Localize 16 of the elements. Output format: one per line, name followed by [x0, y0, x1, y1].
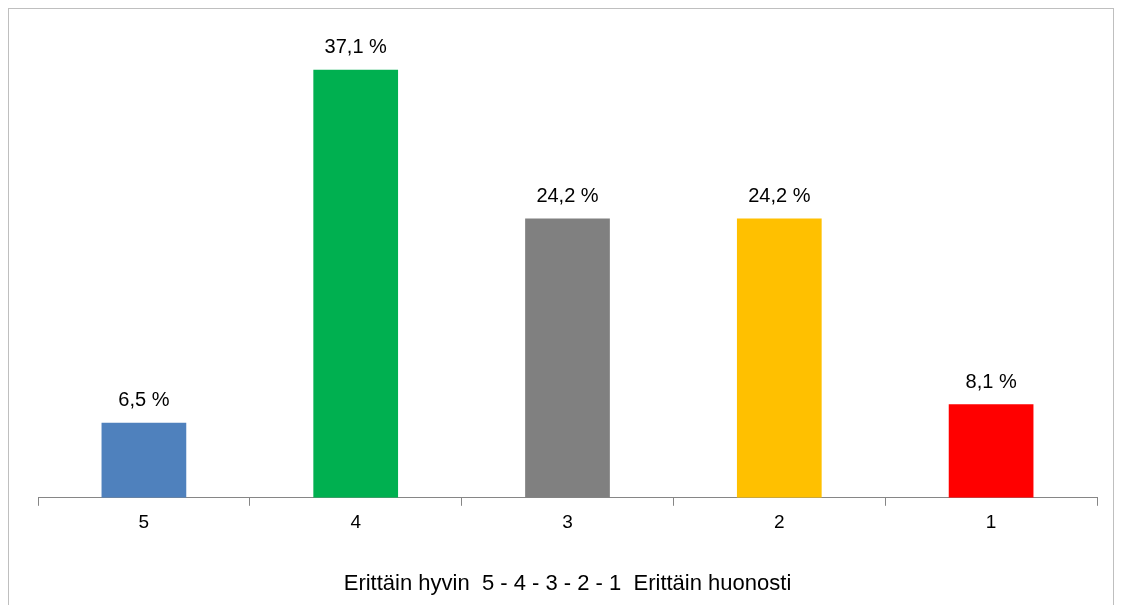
bar: [948, 404, 1034, 498]
bar: [313, 69, 399, 498]
x-tick-label: 3: [562, 511, 573, 533]
x-axis-title: Erittäin hyvin 5 - 4 - 3 - 2 - 1 Erittäin huonosti: [343, 569, 792, 595]
bar: [525, 218, 610, 498]
x-tick-label: 4: [350, 511, 362, 533]
data-label: 8,1 %: [965, 369, 1017, 392]
bar: [736, 218, 822, 498]
data-label: 37,1 %: [324, 35, 388, 58]
x-tick-label: 2: [774, 511, 785, 533]
data-label: 24,2 %: [748, 184, 811, 207]
bar: [101, 422, 187, 498]
x-tick-label: 5: [138, 511, 150, 533]
data-label: 24,2 %: [536, 184, 599, 207]
x-tick-label: 1: [985, 511, 997, 533]
data-label: 6,5 %: [118, 388, 170, 411]
